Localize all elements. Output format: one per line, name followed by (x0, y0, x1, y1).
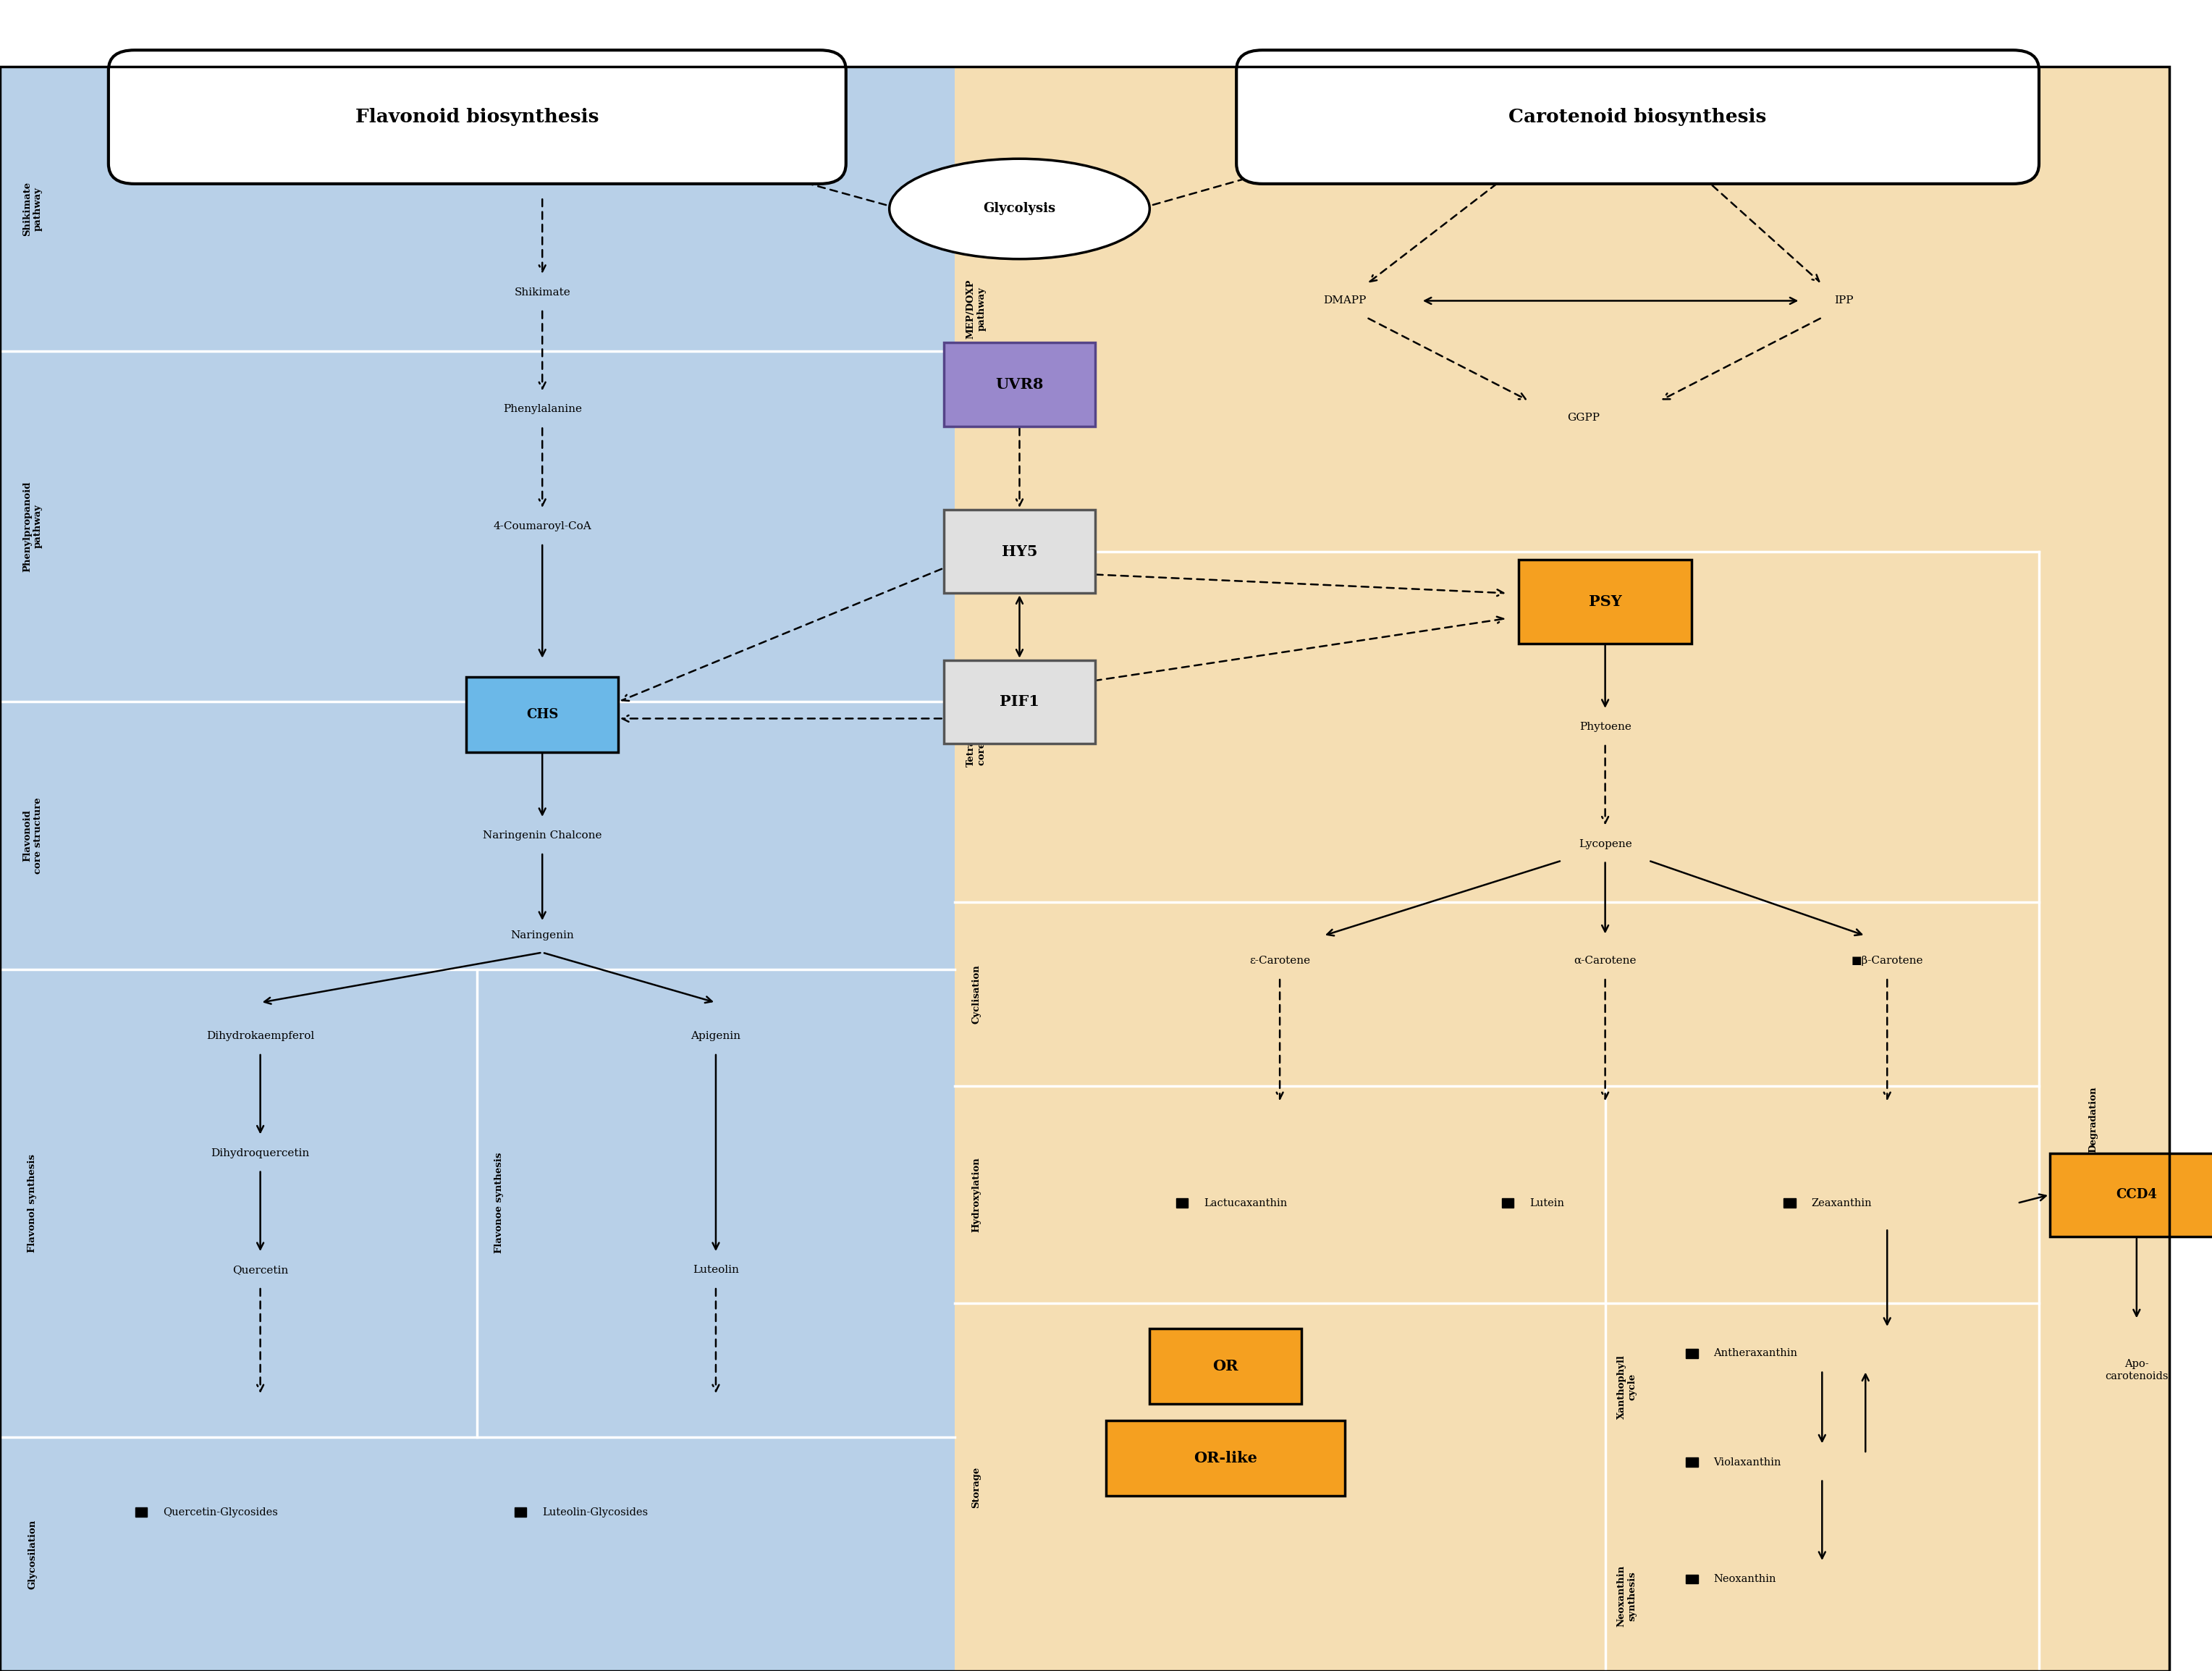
Text: Neoxanthin: Neoxanthin (1714, 1574, 1776, 1584)
Text: PEP + Glyceraldehyde-3P: PEP + Glyceraldehyde-3P (469, 162, 615, 172)
FancyBboxPatch shape (108, 50, 845, 184)
Text: CHS: CHS (526, 709, 557, 720)
Text: Glycosilation: Glycosilation (29, 1519, 38, 1589)
Text: Shikimate: Shikimate (513, 287, 571, 297)
Text: Naringenin Chalcone: Naringenin Chalcone (482, 830, 602, 841)
Bar (1686, 1574, 1699, 1584)
Text: Shikimate
pathway: Shikimate pathway (22, 182, 42, 236)
Bar (1150, 1328, 1301, 1404)
Text: Flavonoid
core structure: Flavonoid core structure (22, 797, 42, 874)
Text: Luteolin: Luteolin (692, 1265, 739, 1275)
Text: Carotenoid biosynthesis: Carotenoid biosynthesis (1509, 109, 1767, 125)
Text: Antheraxanthin: Antheraxanthin (1714, 1348, 1798, 1359)
Text: α-Carotene: α-Carotene (1575, 956, 1637, 966)
Bar (945, 510, 1095, 593)
Text: ε-Carotene: ε-Carotene (1250, 956, 1310, 966)
Text: Zeaxanthin: Zeaxanthin (1812, 1198, 1871, 1208)
Text: Flavonoid biosynthesis: Flavonoid biosynthesis (356, 109, 599, 125)
Text: Phenylalanine: Phenylalanine (502, 404, 582, 414)
Text: Hydroxylation: Hydroxylation (971, 1158, 980, 1232)
Text: Glycolysis: Glycolysis (984, 202, 1055, 216)
Text: IPP: IPP (1834, 296, 1854, 306)
Text: Degradation: Degradation (2088, 1086, 2097, 1153)
Text: OR: OR (1212, 1359, 1239, 1374)
Bar (1783, 1198, 1796, 1208)
Bar (515, 1507, 526, 1517)
Text: GGPP: GGPP (1566, 413, 1599, 423)
Text: Quercetin-Glycosides: Quercetin-Glycosides (164, 1507, 279, 1517)
Text: Pyruvate + Glyceraldehyde-3P: Pyruvate + Glyceraldehyde-3P (1520, 145, 1690, 155)
Text: Neoxanthin
synthesis: Neoxanthin synthesis (1617, 1566, 1637, 1626)
Text: Cyclisation: Cyclisation (971, 964, 980, 1024)
Text: Lycopene: Lycopene (1579, 839, 1632, 849)
Text: Apo-
carotenoids: Apo- carotenoids (2106, 1359, 2168, 1382)
Text: Flavonol synthesis: Flavonol synthesis (29, 1155, 38, 1252)
Text: Dihydrokaempferol: Dihydrokaempferol (206, 1031, 314, 1041)
Text: Apigenin: Apigenin (690, 1031, 741, 1041)
Bar (945, 343, 1095, 426)
Bar (135, 1507, 146, 1517)
Text: HY5: HY5 (1002, 545, 1037, 558)
Text: OR-like: OR-like (1194, 1450, 1256, 1465)
Text: 4-Coumaroyl-CoA: 4-Coumaroyl-CoA (493, 521, 591, 531)
Bar (467, 677, 617, 752)
Text: Naringenin: Naringenin (511, 931, 575, 941)
Text: PSY: PSY (1588, 595, 1621, 608)
Bar (945, 660, 1095, 744)
Text: Dihydroquercetin: Dihydroquercetin (210, 1148, 310, 1158)
Text: Lactucaxanthin: Lactucaxanthin (1203, 1198, 1287, 1208)
Text: DMAPP: DMAPP (1323, 296, 1367, 306)
Text: Flavonoe synthesis: Flavonoe synthesis (493, 1153, 504, 1253)
Bar (1106, 1420, 1345, 1496)
Text: Xanthophyll
cycle: Xanthophyll cycle (1617, 1355, 1637, 1419)
Text: Phytoene: Phytoene (1579, 722, 1630, 732)
Bar (953, 67, 2170, 1671)
Text: MEP/DOXP
pathway: MEP/DOXP pathway (967, 279, 987, 339)
Bar (0, 67, 953, 1671)
Text: CCD4: CCD4 (2117, 1188, 2157, 1201)
Bar (1517, 560, 1692, 643)
FancyBboxPatch shape (1237, 50, 2039, 184)
Bar (1177, 1198, 1188, 1208)
Bar (2051, 1153, 2212, 1237)
Text: Lutein: Lutein (1528, 1198, 1564, 1208)
Text: Luteolin-Glycosides: Luteolin-Glycosides (542, 1507, 648, 1517)
Text: ■β-Carotene: ■β-Carotene (1851, 956, 1922, 966)
Text: Storage: Storage (971, 1467, 980, 1507)
Bar (1686, 1348, 1699, 1359)
Text: UVR8: UVR8 (995, 378, 1044, 391)
Text: Tetraterpenoid
core structure: Tetraterpenoid core structure (967, 687, 987, 767)
Bar (1686, 1457, 1699, 1467)
Text: Quercetin: Quercetin (232, 1265, 288, 1275)
Text: Phenylpropanoid
pathway: Phenylpropanoid pathway (22, 481, 42, 571)
Ellipse shape (889, 159, 1150, 259)
Text: Violaxanthin: Violaxanthin (1714, 1457, 1781, 1467)
Bar (1502, 1198, 1513, 1208)
Text: PIF1: PIF1 (1000, 695, 1040, 709)
